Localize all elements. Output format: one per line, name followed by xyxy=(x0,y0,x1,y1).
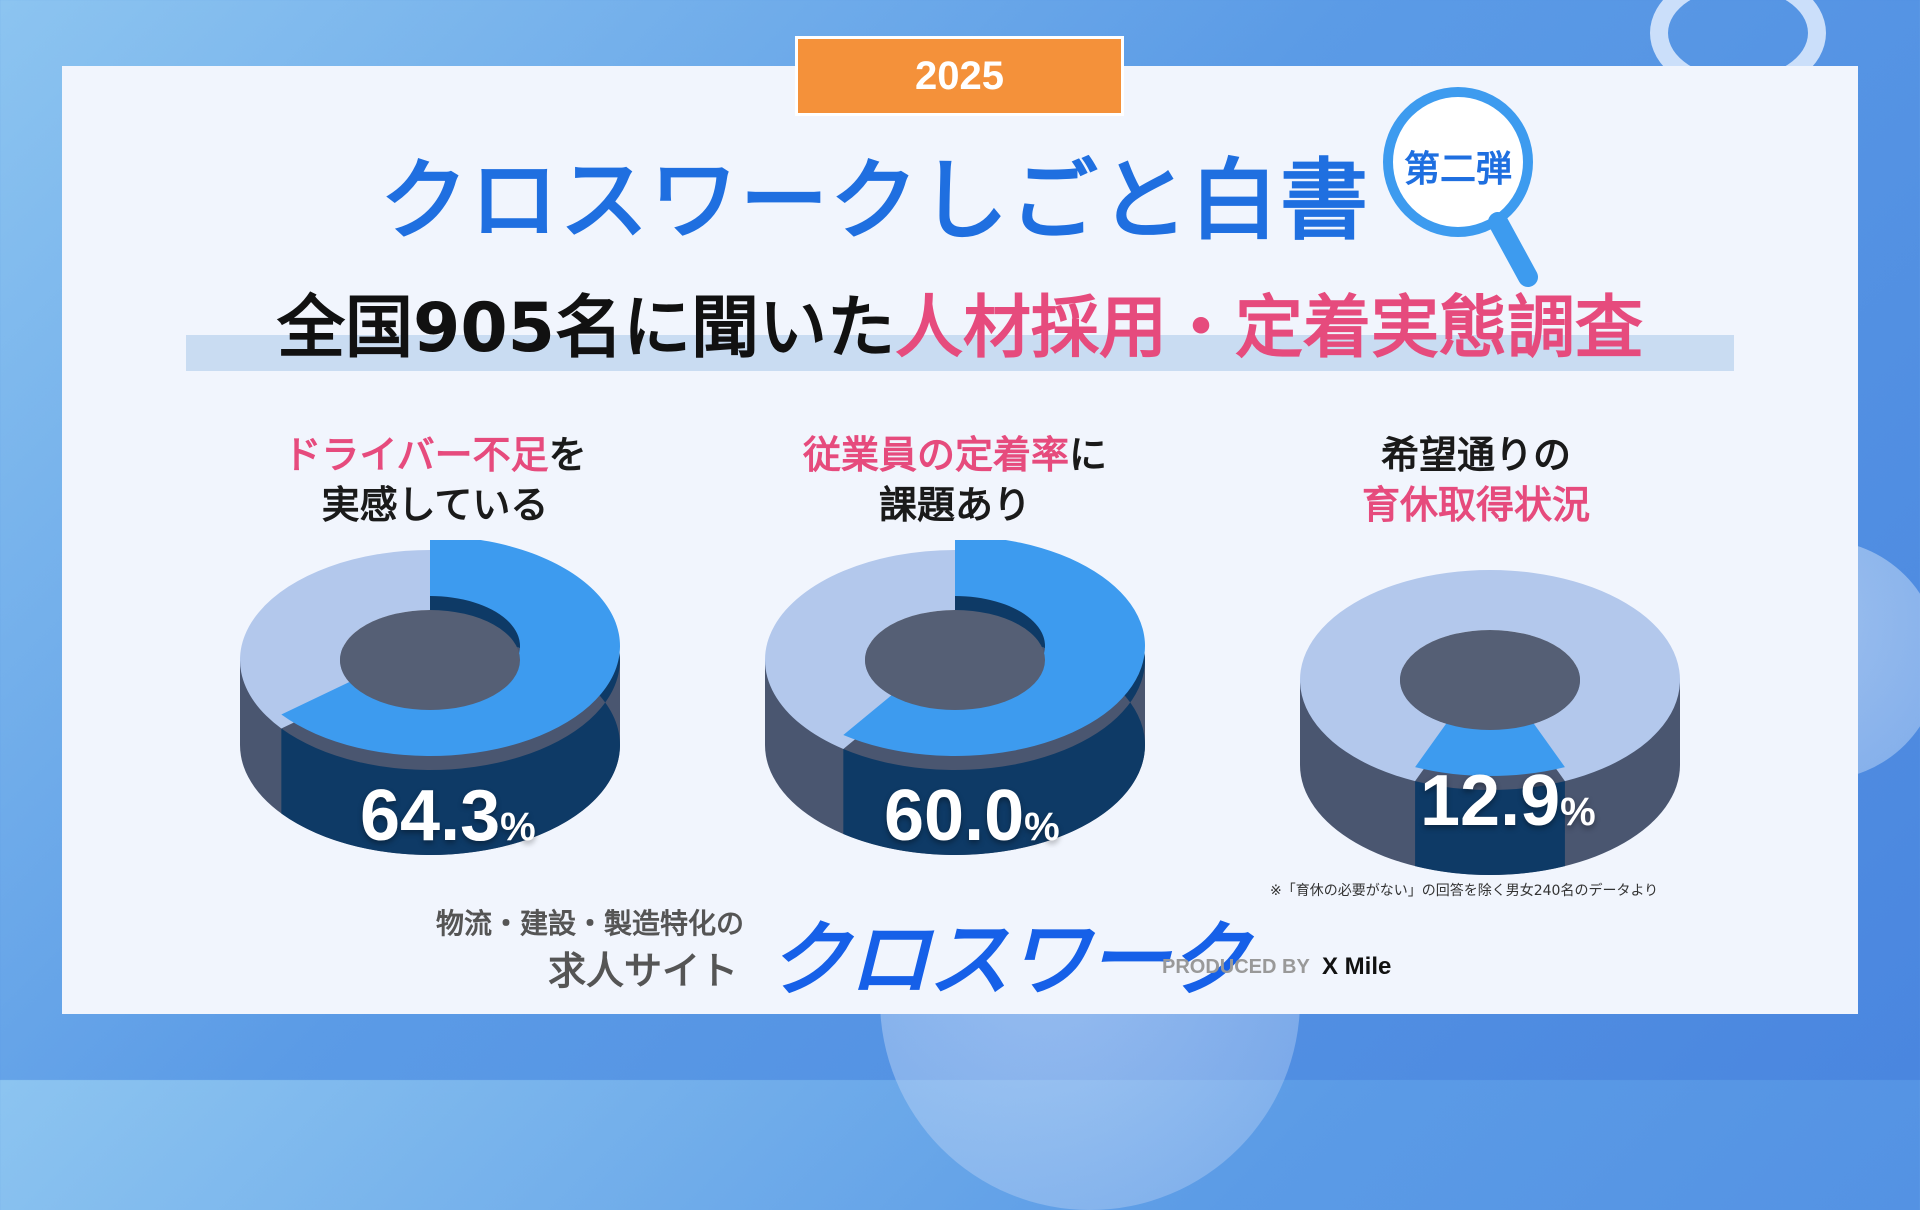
subtitle-pink: 人材採用・定着実態調査 xyxy=(894,289,1643,368)
donut-hole xyxy=(340,610,520,710)
donut-highlight-wall xyxy=(1415,781,1565,875)
label-highlight: ドライバー不足 xyxy=(283,433,549,477)
company-name: X Mile xyxy=(1322,953,1392,980)
value-label-1: 64.3% xyxy=(360,775,536,857)
label-text: に xyxy=(1069,433,1108,477)
magnifier-icon xyxy=(1383,87,1538,287)
label-highlight: 従業員の定着率 xyxy=(802,433,1069,477)
subtitle-band xyxy=(186,335,1734,371)
donut-slice-highlight xyxy=(1415,711,1565,776)
donut-chart-driver-shortage xyxy=(240,540,620,855)
donut-hole xyxy=(1400,630,1580,730)
donut-slice-rest xyxy=(240,550,430,729)
donut-chart-retention xyxy=(765,540,1146,855)
unit: % xyxy=(1560,790,1596,834)
donut-hole xyxy=(865,610,1045,710)
produced-by: PRODUCED BY xyxy=(1162,956,1310,978)
page-title: クロスワークしごと白書 xyxy=(380,149,1371,252)
donut-chart-childcare-leave xyxy=(1300,570,1680,875)
value-label-2: 60.0% xyxy=(884,775,1060,857)
donut-slice-rest xyxy=(765,550,955,749)
item-label-1: ドライバー不足を 実感している xyxy=(195,430,675,530)
subtitle-black: 全国905名に聞いた xyxy=(277,289,895,368)
year-badge: 2025 xyxy=(795,36,1124,116)
value-label-3: 12.9% xyxy=(1420,760,1596,842)
footer-tagline: 物流・建設・製造特化の xyxy=(436,907,745,940)
subtitle: 全国905名に聞いた人材採用・定着実態調査 xyxy=(186,272,1734,371)
label-text: を xyxy=(548,433,587,477)
item-label-3: 希望通りの 育休取得状況 xyxy=(1236,430,1716,530)
value: 60.0 xyxy=(884,776,1025,856)
label-highlight: 育休取得状況 xyxy=(1361,483,1590,527)
brand-logo: クロスワーク xyxy=(768,913,1250,1008)
donut-slice-highlight xyxy=(281,540,620,756)
footer-tagline-2: 求人サイト xyxy=(548,949,739,993)
unit: % xyxy=(500,805,536,849)
label-line2: 実感している xyxy=(321,483,549,527)
label-line1: 希望通りの xyxy=(1380,433,1571,477)
unit: % xyxy=(1024,805,1060,849)
item-label-2: 従業員の定着率に 課題あり xyxy=(715,430,1195,530)
edition-badge: 第二弾 xyxy=(1403,149,1512,190)
value: 12.9 xyxy=(1420,761,1561,841)
value: 64.3 xyxy=(360,776,501,856)
label-line2: 課題あり xyxy=(878,483,1031,527)
donut-slice-rest xyxy=(1300,570,1680,782)
footnote: ※「育休の必要がない」の回答を除く男女240名のデータより xyxy=(1270,883,1659,899)
